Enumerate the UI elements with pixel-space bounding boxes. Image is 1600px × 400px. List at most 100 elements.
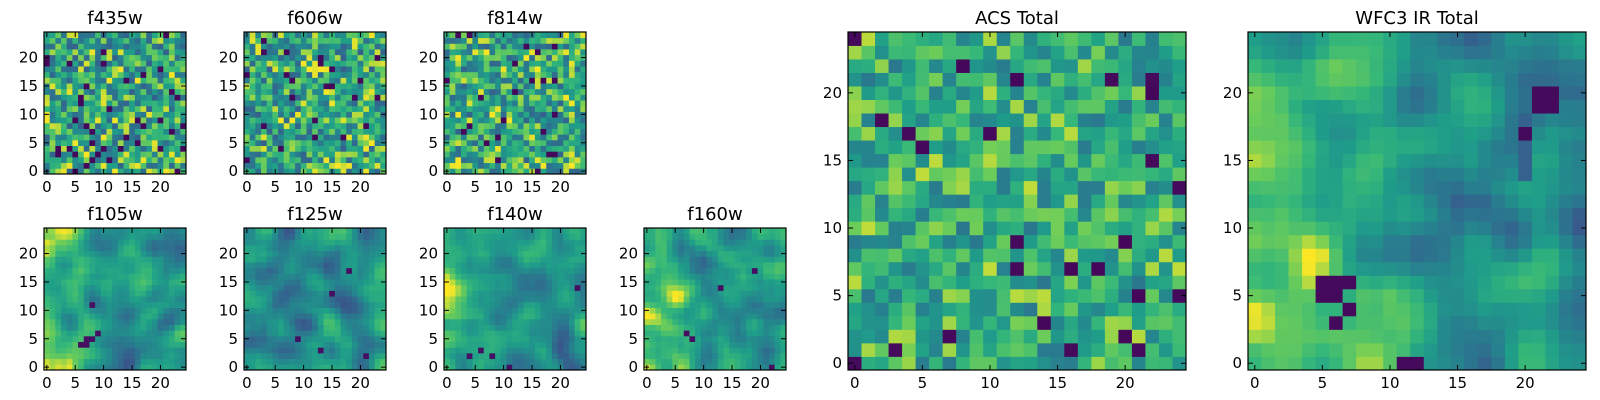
y-tick-label: 20	[219, 245, 238, 263]
heatmap-cell	[461, 54, 468, 61]
heatmap-cell	[666, 250, 673, 257]
heatmap-cell	[500, 156, 507, 164]
heatmap-cell	[695, 347, 702, 354]
heatmap-cell	[466, 364, 473, 371]
heatmap-cell	[746, 267, 753, 274]
heatmap-cell	[568, 335, 576, 342]
heatmap-cell	[72, 262, 79, 269]
heatmap-cell	[996, 207, 1011, 222]
heatmap-cell	[317, 301, 324, 308]
heatmap-cell	[117, 151, 124, 158]
heatmap-cell	[523, 273, 530, 280]
heatmap-cell	[100, 60, 107, 67]
heatmap-cell	[117, 284, 124, 291]
heatmap-cell	[557, 43, 564, 50]
heatmap-cell	[506, 307, 513, 314]
heatmap-cell	[363, 256, 370, 263]
heatmap-cell	[351, 60, 358, 67]
heatmap-cell	[249, 335, 256, 342]
heatmap-cell	[368, 335, 376, 342]
heatmap-cell	[712, 313, 719, 320]
heatmap-cell	[244, 156, 251, 164]
heatmap-cell	[306, 318, 313, 325]
heatmap-cell	[534, 77, 541, 84]
heatmap-cell	[983, 221, 998, 236]
heatmap-cell	[506, 145, 513, 152]
heatmap-cell	[712, 341, 719, 348]
heatmap-cell	[157, 105, 164, 112]
heatmap-cell	[157, 54, 164, 61]
heatmap-cell	[534, 156, 541, 164]
heatmap-cell	[106, 239, 113, 246]
heatmap-cell	[106, 162, 113, 169]
heatmap-cell	[66, 77, 73, 84]
heatmap-cell	[540, 168, 547, 175]
heatmap-cell	[261, 341, 268, 348]
heatmap-cell	[49, 290, 56, 297]
heatmap-cell	[472, 151, 479, 158]
heatmap-cell	[300, 296, 307, 303]
heatmap-cell	[529, 233, 536, 240]
heatmap-cell	[902, 302, 916, 317]
heatmap-cell	[546, 256, 553, 263]
heatmap-cell	[363, 88, 370, 95]
heatmap-cell	[61, 117, 68, 124]
heatmap-cell	[95, 262, 102, 269]
heatmap-cell	[540, 83, 547, 90]
heatmap-cell	[506, 105, 513, 112]
heatmap-cell	[580, 49, 587, 56]
heatmap-cell	[455, 318, 462, 325]
heatmap-cell	[351, 139, 358, 146]
heatmap-cell	[123, 88, 130, 95]
heatmap-cell	[472, 335, 479, 342]
heatmap-cell	[334, 307, 341, 314]
heatmap-cell	[140, 66, 147, 73]
heatmap-cell	[89, 279, 96, 286]
heatmap-cell	[374, 239, 381, 246]
heatmap-cell	[449, 77, 456, 84]
heatmap-cell	[523, 117, 530, 124]
heatmap-cell	[72, 100, 79, 107]
heatmap-cell	[117, 245, 124, 252]
heatmap-cell	[500, 66, 507, 73]
heatmap-cell	[551, 358, 558, 365]
heatmap-cell	[380, 256, 387, 263]
heatmap-cell	[568, 71, 576, 78]
heatmap-cell	[574, 256, 581, 263]
heatmap-cell	[512, 301, 519, 308]
heatmap-cell	[495, 352, 502, 360]
heatmap-cell	[146, 32, 153, 39]
heatmap-cell	[472, 162, 479, 169]
heatmap-cell	[61, 347, 68, 354]
heatmap-cell	[768, 358, 776, 365]
heatmap-cell	[500, 256, 507, 263]
heatmap-cell	[55, 139, 62, 146]
heatmap-cell	[551, 151, 558, 158]
heatmap-cell	[83, 324, 90, 331]
heatmap-cell	[340, 279, 347, 286]
heatmap-cell	[512, 256, 519, 263]
heatmap-cell	[540, 341, 547, 348]
heatmap-cell	[512, 83, 519, 90]
heatmap-cell	[734, 324, 741, 331]
heatmap-cell	[55, 284, 62, 291]
heatmap-cell	[574, 352, 581, 360]
heatmap-cell	[472, 273, 479, 280]
heatmap-cell	[249, 324, 256, 331]
heatmap-cell	[174, 43, 181, 50]
heatmap-cell	[49, 32, 56, 39]
heatmap-cell	[546, 145, 553, 152]
heatmap-cell	[478, 156, 485, 164]
heatmap-cell	[346, 324, 353, 331]
heatmap-cell	[523, 60, 530, 67]
heatmap-cell	[500, 284, 507, 291]
heatmap-cell	[729, 273, 736, 280]
heatmap-cell	[557, 313, 564, 320]
heatmap-cell	[563, 168, 570, 175]
heatmap-cell	[1131, 234, 1146, 249]
heatmap-cell	[261, 151, 268, 158]
heatmap-cell	[289, 111, 296, 118]
heatmap-cell	[661, 358, 668, 365]
heatmap-cell	[61, 83, 68, 90]
heatmap-cell	[1145, 329, 1160, 344]
